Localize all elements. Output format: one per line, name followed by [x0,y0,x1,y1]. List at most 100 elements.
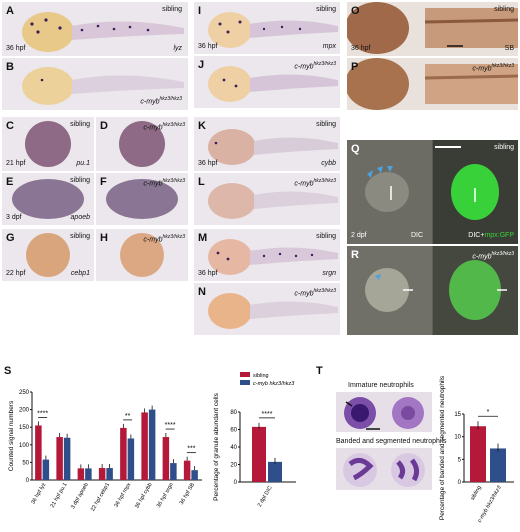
smear-immature [336,392,432,432]
bar-mutant [127,438,135,480]
panel-stage: 36 hpf [351,45,371,52]
panel-genotype: c-mybhkz3/hkz3 [294,178,336,188]
panel-letter: A [6,5,14,17]
bar-sibling [252,426,266,482]
bar-mutant [268,461,282,482]
bar-mutant [106,468,113,480]
immature-neutrophil-images [344,397,424,430]
panel-a: A sibling 36 hpf lyz [2,2,188,56]
y-tick-label: 0 [234,480,238,486]
panel-letter: J [198,59,205,71]
panel-c: C sibling 21 hpf pu.1 [2,117,94,171]
panel-q: Q sibling 2 dpf DIC DIC+mpx:GFP [347,140,518,244]
bar-mutant [85,468,92,480]
y-tick-label: 40 [230,445,237,451]
zebrafish-embryo-srgn-sibling [208,239,338,275]
bar-chart-banded-neutrophils: 0 5 10 15 Percentage of banded and segmented… [439,375,514,524]
bar-mutant [191,470,198,480]
panel-letter: R [351,249,359,261]
zebrafish-embryo-sb-sibling [347,2,518,54]
panel-genotype: c-mybhkz3/hkz3 [472,251,514,261]
x-tick-label: 36 hpf srgn [156,482,175,509]
y-tick-label: 50 [22,460,29,466]
x-tick-label: 36 hpf cybb [134,482,153,510]
bar-sibling [162,437,170,480]
legend-label: c-myb hkz3/hkz3 [253,381,295,387]
y-axis-label: Percentage of granule abundant cells [213,392,220,500]
panel-probe: srgn [322,270,336,277]
panel-i: I sibling 36 hpf mpx [194,2,340,54]
panel-stage: 36 hpf [198,160,218,167]
panel-letter: N [198,286,206,298]
dic-gfp-micrograph-mutant [347,246,518,335]
panel-letter: D [100,120,108,132]
zebrafish-embryo-pu1-mutant [119,121,165,167]
panel-n: N c-mybhkz3/hkz3 [194,283,340,335]
panel-p: P c-mybhkz3/hkz3 [347,58,518,110]
panel-probe: mpx [322,43,336,50]
panel-genotype: c-mybhkz3/hkz3 [143,122,185,132]
panel-stage: 36 hpf [6,45,26,52]
panel-probe: pu.1 [76,160,90,167]
bar-mutant [490,448,506,482]
panel-probe: apoeb [70,214,90,221]
dic-gfp-micrograph-sibling [347,140,518,244]
x-tick-label: 3 dpf apoeb [70,482,90,510]
bar-sibling [56,437,63,480]
y-tick-label: 100 [19,443,30,449]
legend-swatch [240,380,250,385]
panel-o: O sibling 36 hpf SB [347,2,518,56]
panel-h: H c-mybhkz3/hkz3 [96,229,188,281]
panel-genotype: sibling [70,233,90,240]
zebrafish-embryo-cebp1-mutant [120,233,164,277]
zebrafish-embryo-lyz-sibling [22,12,184,52]
legend-label: sibling [253,373,269,379]
y-tick-label: 200 [19,408,30,414]
zebrafish-embryo-pu1-sibling [25,121,71,167]
significance-label: *** [187,446,195,453]
bar-chart-granule-cells: 0 20 40 60 80 Percentage of granule abundant … [213,372,296,508]
panel-genotype: sibling [494,144,514,151]
y-tick-label: 15 [454,412,461,418]
zebrafish-embryo-cybb-mutant [208,183,338,219]
y-tick-label: 80 [230,410,237,416]
y-tick-label: 0 [26,478,30,484]
panel-genotype: c-mybhkz3/hkz3 [143,178,185,188]
panel-genotype: sibling [70,177,90,184]
smear-banded [336,448,432,490]
panel-letter: L [198,176,205,188]
panel-letter: Q [351,143,360,155]
panel-letter: T [316,365,323,377]
panel-letter: S [4,365,12,377]
x-tick-label: 36 hpf lyz [30,482,47,506]
banded-neutrophil-images [343,453,425,487]
panel-genotype: c-mybhkz3/hkz3 [143,234,185,244]
x-tick-label: 36 hpf SB [179,482,196,506]
panel-genotype: sibling [70,121,90,128]
panel-r: R c-mybhkz3/hkz3 [347,246,518,335]
bar-sibling [141,412,148,480]
panel-stage: 3 dpf [6,214,22,221]
bar-sibling [120,427,127,480]
panel-g: G sibling 22 hpf cebp1 [2,229,94,281]
panel-b: B c-mybhkz3/hkz3 [2,58,188,110]
panel-l: L c-mybhkz3/hkz3 [194,173,340,225]
x-tick-label: sibling [470,485,483,502]
panel-k: K sibling 36 hpf cybb [194,117,340,171]
panel-letter: C [6,120,14,132]
panel-letter: G [6,232,15,244]
y-axis-label: Counted signal numbers [8,400,15,471]
panel-probe: SB [504,45,514,52]
panel-letter: O [351,5,360,17]
zebrafish-embryo-srgn-mutant [208,293,338,329]
dic-gfp-label: DIC+mpx:GFP [468,232,514,239]
bar-sibling [77,468,85,480]
y-tick-label: 250 [19,390,30,396]
panel-genotype: c-mybhkz3/hkz3 [294,61,336,71]
panel-probe: lyz [173,45,182,52]
panel-j: J c-mybhkz3/hkz3 [194,56,340,108]
bar-sibling [35,425,42,480]
x-tick-label: 21 hpf pu.1 [50,482,69,509]
panel-stage: 36 hpf [198,43,218,50]
